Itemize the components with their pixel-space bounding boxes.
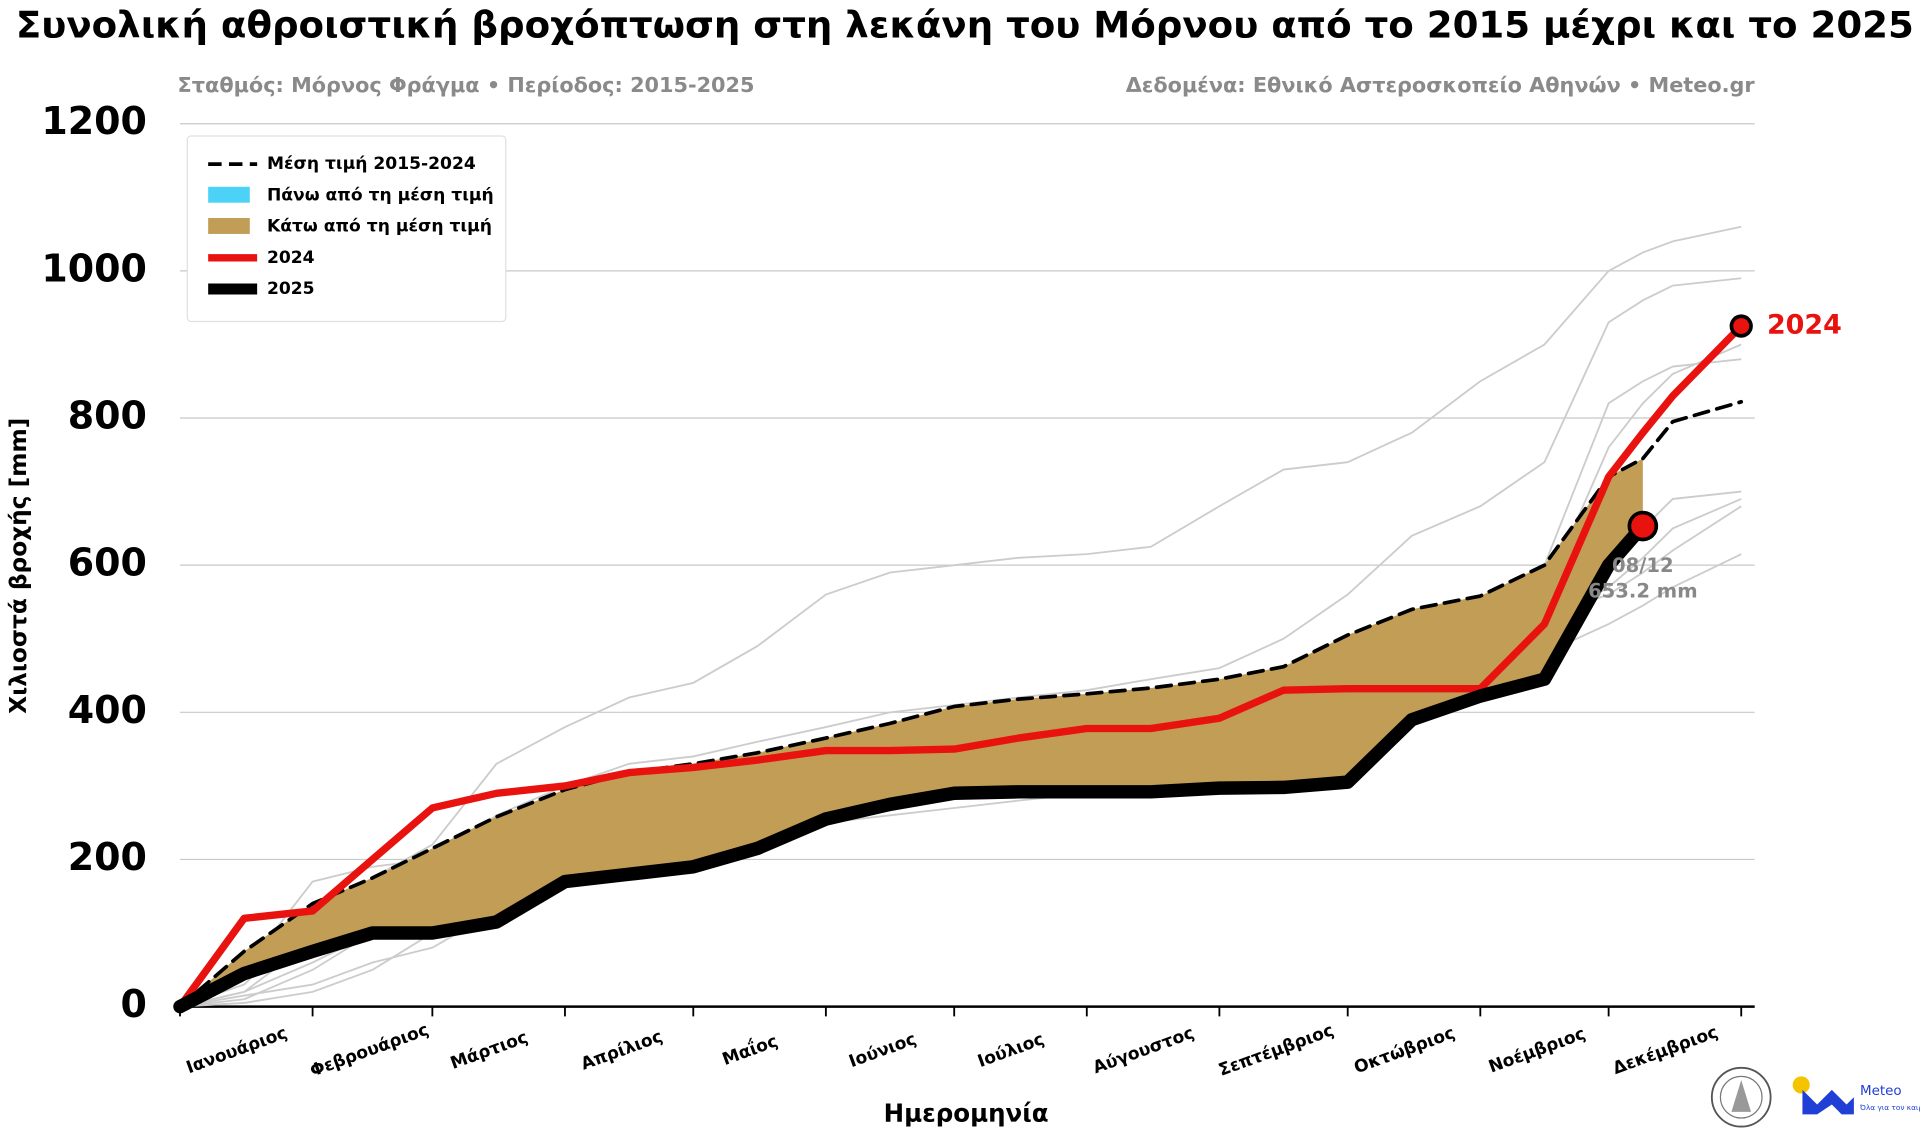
legend-box	[186, 135, 507, 323]
x-tick-label: Ιούλιος	[975, 1029, 1047, 1071]
legend-swatch	[208, 218, 250, 234]
legend-label: Πάνω από τη μέση τιμή	[267, 185, 494, 205]
x-tick-label: Νοέμβριος	[1486, 1024, 1588, 1077]
logo-name: Meteo	[1860, 1084, 1902, 1099]
x-tick-label: Μάρτιος	[448, 1027, 531, 1073]
x-tick-label: Ιούνιος	[846, 1029, 919, 1072]
observatory-logo	[1710, 1066, 1772, 1128]
y-tick-label: 600	[68, 541, 147, 585]
x-tick-label: Απρίλιος	[578, 1027, 665, 1075]
y-tick-label: 1000	[41, 246, 147, 290]
y-axis-label: Χιλιοστά βροχής [mm]	[5, 418, 32, 714]
y-tick-label: 800	[68, 394, 147, 438]
legend-label: 2025	[267, 279, 315, 299]
end-value-label: 653.2 mm	[1588, 580, 1698, 603]
end-date: 08/12	[1612, 554, 1674, 577]
legend-swatch	[208, 186, 250, 203]
x-tick-label: Δεκέμβριος	[1610, 1022, 1720, 1078]
y-tick-label: 200	[68, 835, 147, 879]
legend-label: 2024	[267, 248, 315, 268]
meteo-logo	[1792, 1076, 1854, 1115]
below-mean-area	[180, 458, 1643, 1007]
subtitle: Σταθμός: Μόρνος Φράγμα • Περίοδος: 2015-…	[178, 73, 755, 97]
logo-tagline: Όλα για τον καιρό	[1859, 1103, 1920, 1112]
x-tick-label: Σεπτέμβριος	[1216, 1021, 1336, 1081]
legend-label: Κάτω από τη μέση τιμή	[267, 217, 492, 237]
y-tick-label: 0	[121, 982, 147, 1026]
y-tick-label: 400	[68, 688, 147, 732]
year-line	[179, 225, 1742, 1008]
source: Δεδομένα: Εθνικό Αστεροσκοπείο Αθηνών • …	[1126, 73, 1756, 97]
x-axis-label: Ημερομηνία	[884, 1098, 1049, 1127]
year-line	[173, 519, 1650, 1014]
mean-line	[178, 399, 1744, 1009]
x-tick-label: Ιανουάριος	[184, 1023, 290, 1078]
year-line	[176, 322, 1745, 1011]
legend-label: Μέση τιμή 2015-2024	[267, 154, 476, 174]
end-marker	[1729, 314, 1753, 338]
x-tick-label: Αύγουστος	[1090, 1023, 1196, 1078]
legend: Μέση τιμή 2015-2024 Πάνω από τη μέση τιμή…	[186, 135, 507, 323]
end-marker	[1627, 510, 1659, 542]
x-tick-label: Μαΐος	[719, 1029, 781, 1070]
end-label: 2024	[1767, 310, 1842, 341]
x-tick-label: Οκτώβριος	[1351, 1023, 1457, 1078]
y-tick-label: 1200	[41, 99, 147, 143]
chart-title: Συνολική αθροιστική βροχόπτωση στη λεκάν…	[16, 4, 1914, 47]
x-tick-label: Φεβρουάριος	[307, 1020, 431, 1081]
